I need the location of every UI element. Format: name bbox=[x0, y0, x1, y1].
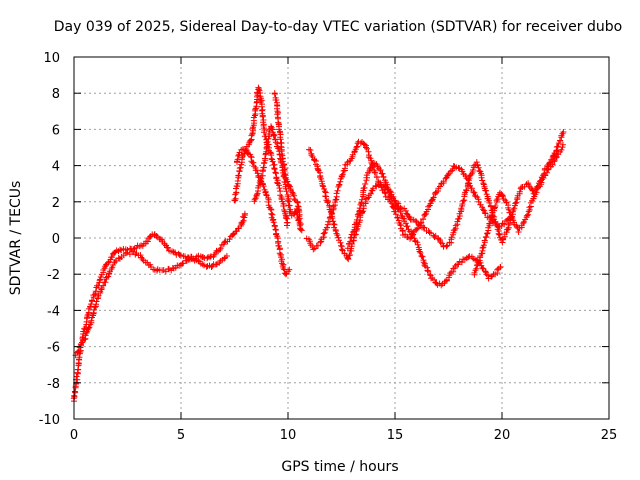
marker-path-track-j bbox=[471, 141, 566, 278]
series-track-d bbox=[234, 146, 293, 278]
x-tick-label: 20 bbox=[494, 428, 511, 443]
y-tick-label: 0 bbox=[52, 232, 60, 247]
marker-path-track-i bbox=[344, 129, 567, 252]
y-tick-label: -2 bbox=[47, 268, 60, 283]
y-tick-label: 8 bbox=[52, 87, 60, 102]
y-tick-label: 2 bbox=[52, 196, 60, 211]
x-tick-label: 15 bbox=[387, 428, 404, 443]
x-tick-label: 5 bbox=[177, 428, 185, 443]
x-tick-label: 25 bbox=[601, 428, 618, 443]
x-tick-label: 10 bbox=[280, 428, 297, 443]
series-track-j bbox=[471, 141, 566, 278]
x-axis-label: GPS time / hours bbox=[281, 459, 398, 475]
y-tick-label: -4 bbox=[47, 304, 60, 319]
series-track-f bbox=[271, 90, 304, 228]
marker-path-track-d bbox=[234, 146, 293, 278]
axis-ticks bbox=[73, 56, 610, 420]
marker-path-track-f bbox=[271, 90, 304, 228]
y-tick-label: 10 bbox=[43, 51, 60, 66]
y-tick-label: 4 bbox=[52, 160, 60, 175]
marker-path-track-b bbox=[72, 248, 230, 359]
y-tick-label: 6 bbox=[52, 123, 60, 138]
y-tick-label: -8 bbox=[47, 377, 60, 392]
series-track-b bbox=[72, 248, 230, 359]
grid bbox=[74, 57, 609, 419]
x-tick-label: 0 bbox=[70, 428, 78, 443]
data-points bbox=[70, 84, 567, 405]
y-tick-label: -10 bbox=[39, 413, 60, 428]
series-track-h bbox=[303, 138, 515, 253]
marker-path-track-h bbox=[303, 138, 515, 253]
chart-title: Day 039 of 2025, Sidereal Day-to-day VTE… bbox=[54, 19, 622, 35]
y-axis-label: SDTVAR / TECUs bbox=[8, 181, 24, 296]
tick-labels: 0 5 10 15 20 25 -10 -8 -6 -4 -2 0 2 4 6 8 10 bbox=[39, 51, 618, 443]
series-track-i bbox=[344, 129, 567, 252]
y-tick-label: -6 bbox=[47, 341, 60, 356]
